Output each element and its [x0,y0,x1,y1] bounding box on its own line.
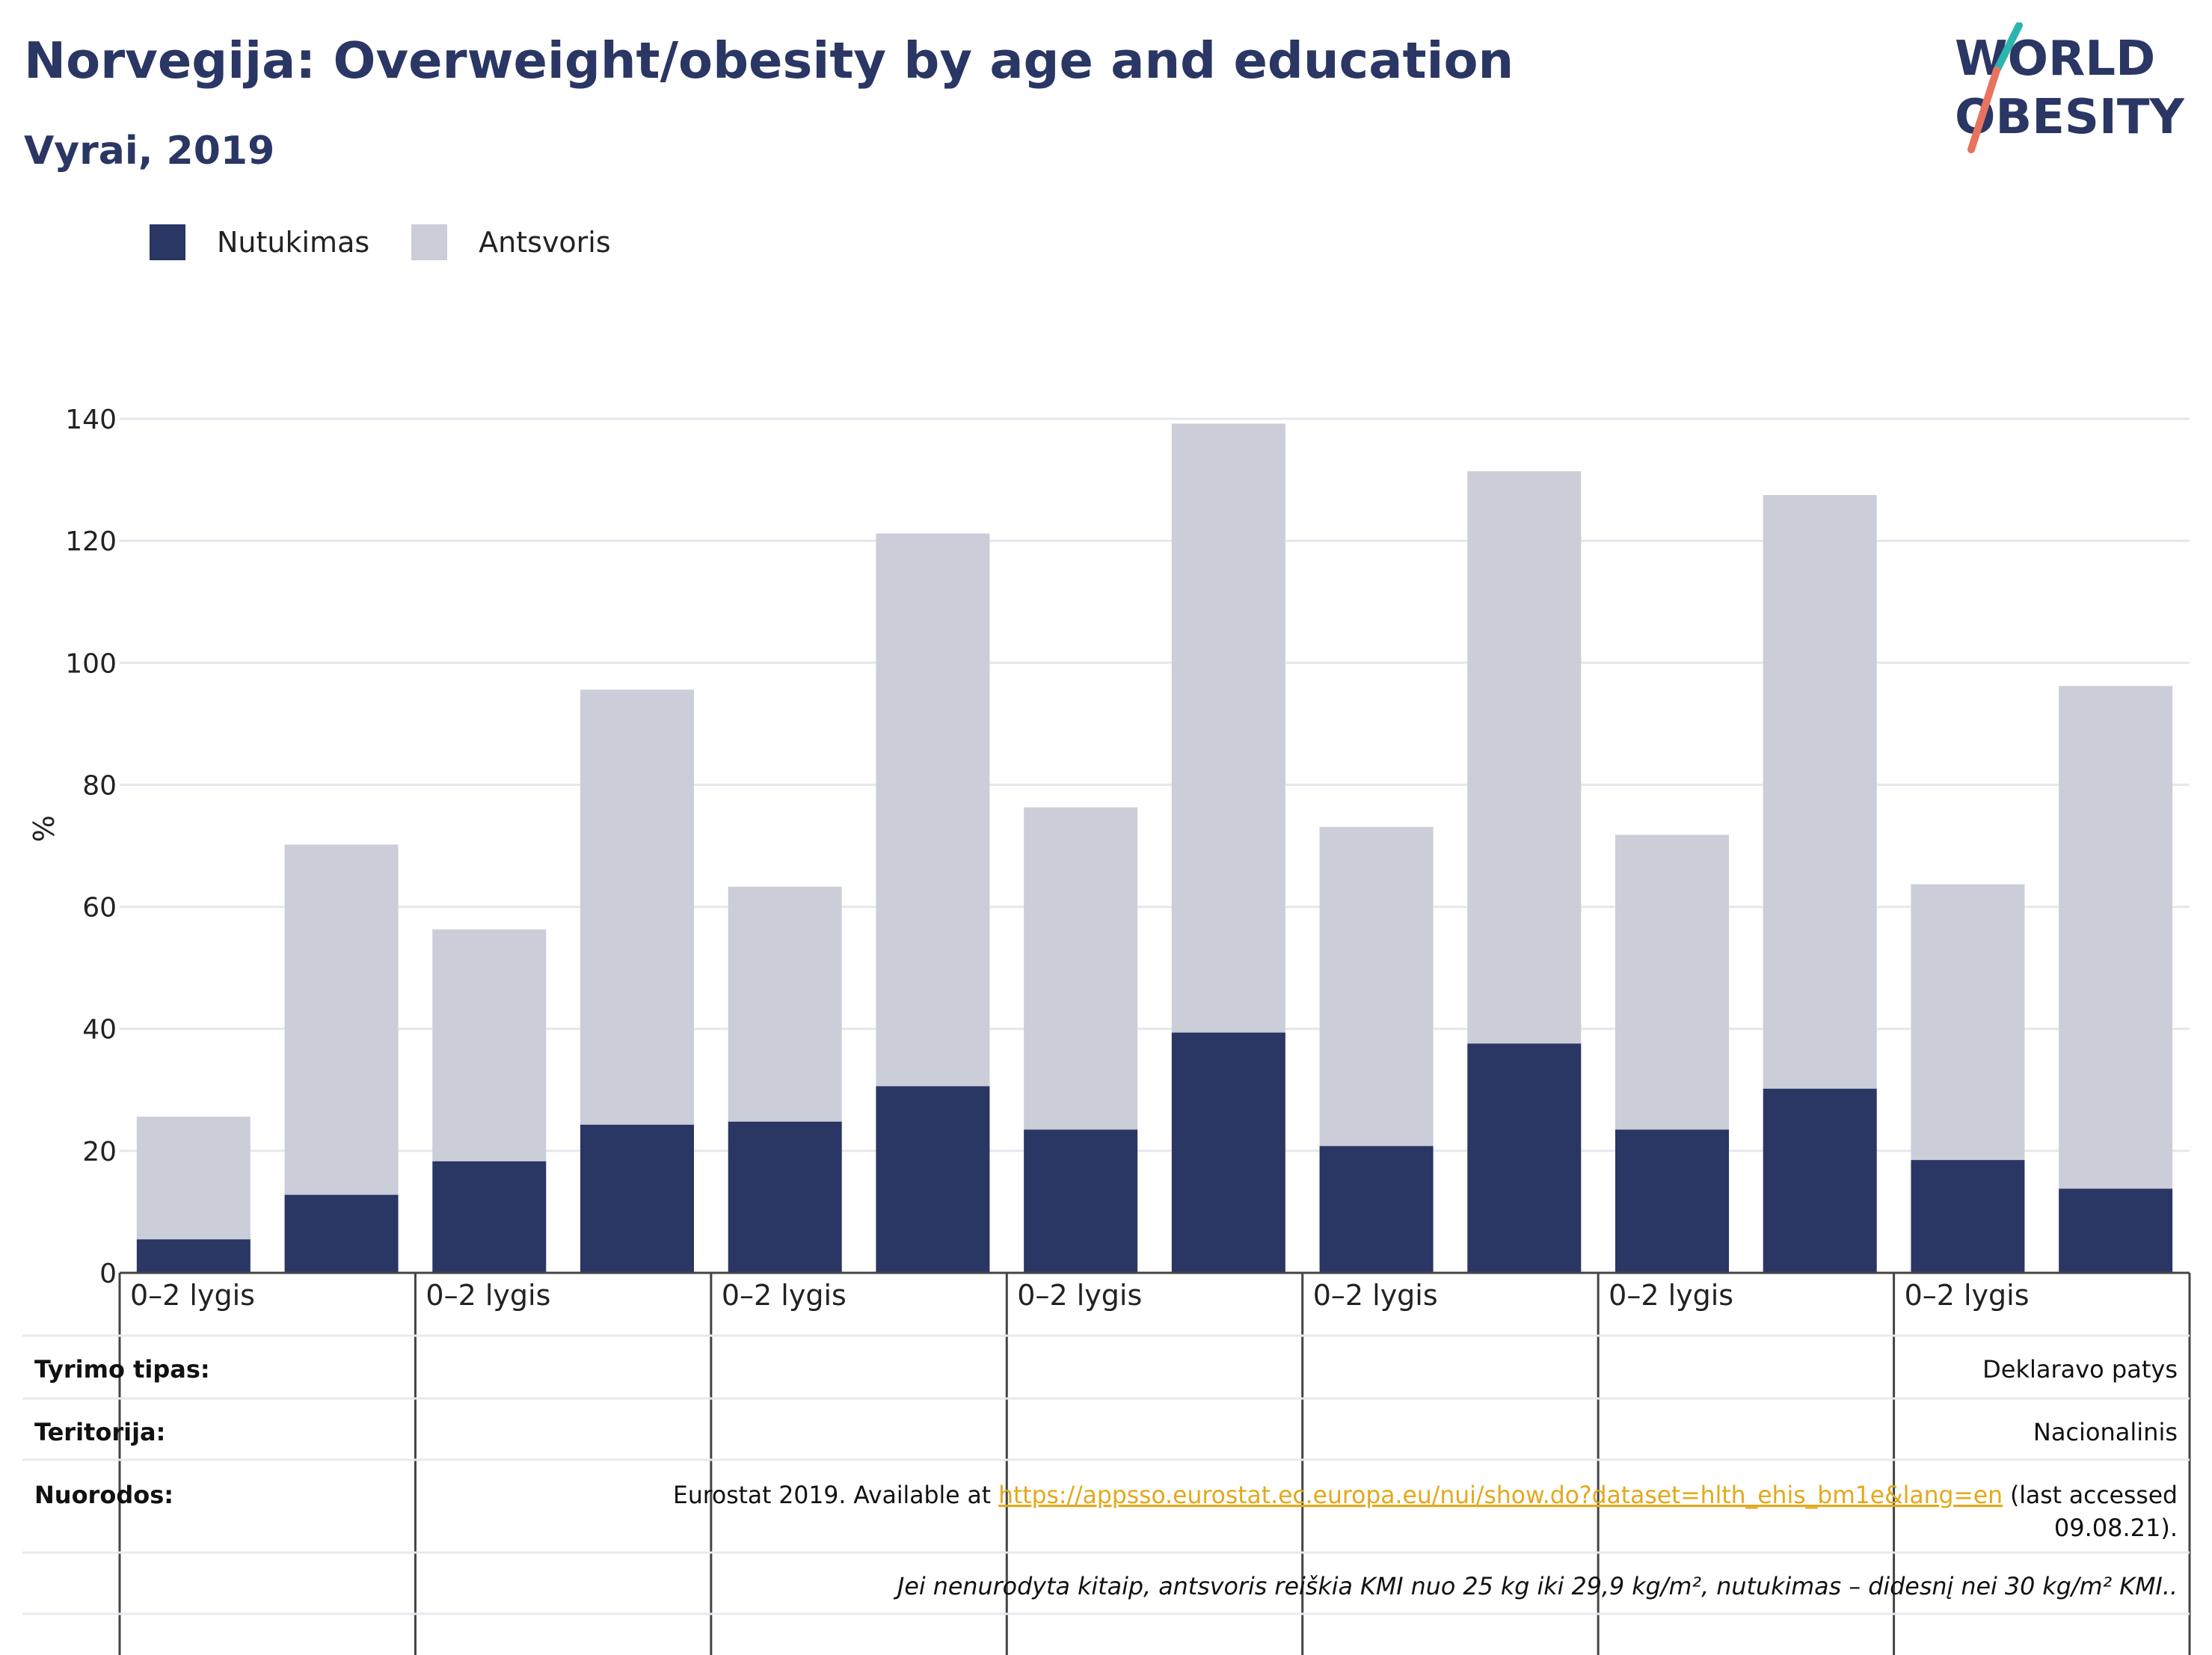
x-group-label: 0–2 lygis [1905,1279,2030,1312]
table-value-teritorija: Nacionalinis [2033,1418,2178,1446]
bar-antsvoris [876,533,990,1087]
bar-nutukimas [1911,1160,2025,1273]
legend-label-nutukimas: Nutukimas [217,226,370,259]
bar-nutukimas [1467,1043,1582,1273]
x-group-label: 0–2 lygis [1017,1279,1142,1312]
bar-antsvoris [284,844,399,1195]
footnote: Jei nenurodyta kitaip, antsvoris reiškia… [893,1572,2178,1600]
legend-label-antsvoris: Antsvoris [479,226,611,259]
bar-antsvoris [1319,826,1434,1146]
logo-line2: OBESITY [1955,90,2184,145]
y-tick-label: 100 [65,648,117,679]
x-group-label: 0–2 lygis [1313,1279,1438,1312]
y-tick-label: 80 [82,770,117,801]
y-tick-label: 120 [65,526,117,557]
legend-item-antsvoris[interactable]: Antsvoris [411,224,611,260]
chart-title: Norvegija: Overweight/obesity by age and… [24,31,1514,90]
reference-suffix: (last accessed [2003,1481,2178,1509]
bar-nutukimas [1319,1146,1434,1273]
reference-prefix: Eurostat 2019. Available at [673,1481,998,1509]
bar-antsvoris [1763,494,1877,1089]
bar-nutukimas [876,1086,990,1273]
bar-antsvoris [580,690,694,1125]
bar-antsvoris [1467,471,1582,1044]
y-tick-label: 40 [82,1015,117,1045]
legend-swatch-antsvoris [411,224,448,260]
y-axis-label: % [28,815,61,842]
bar-antsvoris [728,886,842,1122]
y-tick-label: 60 [82,893,117,924]
logo-slash-top [1993,22,2023,74]
bar-nutukimas [1171,1032,1285,1273]
table-value-nuorodos: Eurostat 2019. Available at https://apps… [673,1481,2178,1509]
table-label: Nuorodos: [34,1481,173,1509]
legend-item-nutukimas[interactable]: Nutukimas [150,224,369,260]
bar-antsvoris [1615,835,1729,1130]
bar-antsvoris [1171,423,1285,1033]
bar-nutukimas [580,1124,694,1273]
x-group-label: 0–2 lygis [1609,1279,1733,1312]
bar-nutukimas [284,1194,399,1273]
y-tick-label: 0 [99,1259,117,1289]
chart-subtitle: Vyrai, 2019 [24,129,275,174]
y-tick-label: 20 [82,1137,117,1167]
x-group-label: 0–2 lygis [130,1279,255,1312]
bar-nutukimas [1024,1129,1138,1273]
bar-nutukimas [136,1239,251,1273]
chart-legend: Nutukimas Antsvoris [150,221,653,263]
logo-line1: WORLD [1955,31,2155,87]
bar-nutukimas [1763,1088,1877,1273]
bar-nutukimas [1615,1129,1729,1273]
world-obesity-logo: WORLD OBESITY [1955,22,2184,153]
y-tick-label: 140 [65,405,117,435]
bar-antsvoris [2059,686,2173,1189]
table-label: Tyrimo tipas: [34,1355,210,1384]
bar-nutukimas [2059,1188,2173,1273]
bar-antsvoris [432,929,547,1161]
table-label: Teritorija: [34,1418,165,1446]
bar-antsvoris [1024,807,1138,1130]
bar-nutukimas [432,1161,547,1273]
reference-link[interactable]: https://appsso.eurostat.ec.europa.eu/nui… [998,1481,2003,1509]
logo-slash-bottom [1967,67,2000,153]
legend-swatch-nutukimas [150,224,185,260]
reference-line2: 09.08.21). [2054,1514,2178,1542]
bar-antsvoris [136,1117,251,1240]
bar-nutukimas [728,1121,842,1273]
x-group-label: 0–2 lygis [722,1279,847,1312]
table-value-tyrimo-tipas: Deklaravo patys [1982,1355,2178,1384]
x-group-label: 0–2 lygis [425,1279,550,1312]
bar-antsvoris [1911,884,2025,1161]
